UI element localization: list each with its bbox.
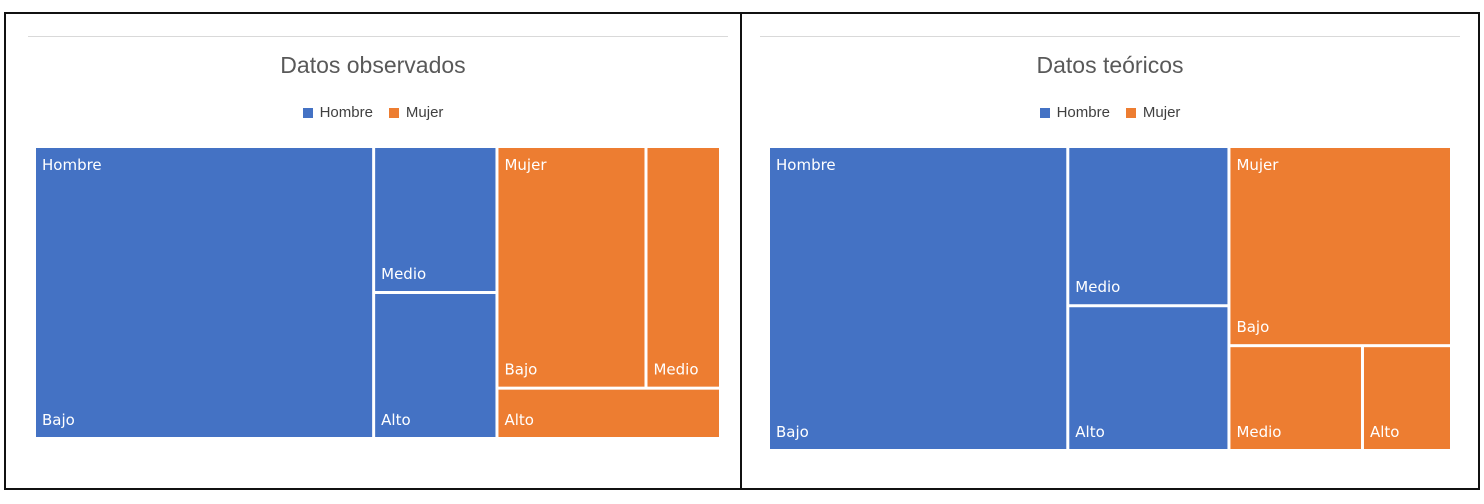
treemap-cell-hombre-alto bbox=[375, 294, 496, 437]
chart-panel-observados: Datos observados Hombre Mujer Bajo Hombre… bbox=[6, 14, 740, 488]
legend-swatch-hombre bbox=[1039, 107, 1050, 118]
treemap-label-hombre-bajo: Bajo bbox=[776, 423, 809, 441]
treemap-cell-hombre-medio bbox=[1069, 148, 1228, 305]
chart-area-top-border bbox=[760, 36, 1460, 37]
treemap-label-hombre-alto: Alto bbox=[1075, 423, 1105, 441]
treemap-group-label-mujer: Mujer bbox=[504, 156, 547, 174]
treemap-cell-mujer-alto bbox=[1363, 347, 1450, 449]
treemap-cell-mujer-medio bbox=[1230, 347, 1361, 449]
treemap-cell-mujer-bajo bbox=[498, 148, 645, 387]
legend-swatch-mujer bbox=[388, 107, 399, 118]
legend-swatch-hombre bbox=[302, 107, 313, 118]
treemap-label-mujer-bajo: Bajo bbox=[504, 361, 537, 379]
treemap-label-hombre-medio: Medio bbox=[1075, 278, 1120, 296]
treemap-label-mujer-alto: Alto bbox=[1370, 423, 1400, 441]
chart-panel-teoricos: Datos teóricos Hombre Mujer Bajo Hombre Me… bbox=[742, 14, 1478, 488]
treemap-group-label-hombre: Hombre bbox=[776, 156, 836, 174]
legend-swatch-mujer bbox=[1125, 107, 1136, 118]
chart-legend: Hombre Mujer bbox=[6, 104, 740, 121]
chart-title: Datos teóricos bbox=[1036, 52, 1184, 78]
legend-item-mujer: Mujer bbox=[388, 104, 444, 121]
treemap-label-mujer-bajo: Bajo bbox=[1236, 318, 1269, 336]
chart-title: Datos observados bbox=[280, 52, 466, 78]
treemap-observados: Bajo Hombre Medio Alto Bajo Mujer Medio Alto bbox=[36, 148, 719, 437]
treemap-cell-mujer-bajo bbox=[1230, 148, 1450, 345]
chart-area-top-border bbox=[28, 36, 728, 37]
treemap-cell-mujer-alto bbox=[498, 389, 719, 437]
treemap-cell-hombre-bajo bbox=[36, 148, 373, 437]
treemap-cell-hombre-bajo bbox=[770, 148, 1067, 449]
legend-item-hombre: Hombre bbox=[1039, 104, 1110, 121]
legend-label-mujer: Mujer bbox=[1142, 104, 1181, 121]
treemap-cell-mujer-medio bbox=[647, 148, 719, 387]
treemap-label-hombre-medio: Medio bbox=[381, 265, 426, 283]
treemap-label-mujer-medio: Medio bbox=[653, 361, 698, 379]
treemap-cell-hombre-alto bbox=[1069, 307, 1228, 449]
legend-label-hombre: Hombre bbox=[319, 104, 373, 121]
treemap-label-hombre-bajo: Bajo bbox=[42, 411, 75, 429]
treemap-label-hombre-alto: Alto bbox=[381, 411, 411, 429]
treemap-teoricos: Bajo Hombre Medio Alto Bajo Mujer Medio Alto bbox=[770, 148, 1450, 449]
legend-item-mujer: Mujer bbox=[1125, 104, 1181, 121]
treemap-cell-hombre-medio bbox=[375, 148, 496, 291]
legend-item-hombre: Hombre bbox=[302, 104, 373, 121]
legend-label-mujer: Mujer bbox=[405, 104, 444, 121]
chart-legend: Hombre Mujer bbox=[742, 104, 1478, 121]
treemap-group-label-mujer: Mujer bbox=[1236, 156, 1279, 174]
legend-label-hombre: Hombre bbox=[1056, 104, 1110, 121]
panel-divider bbox=[740, 12, 742, 490]
treemap-group-label-hombre: Hombre bbox=[42, 156, 102, 174]
treemap-label-mujer-alto: Alto bbox=[504, 411, 534, 429]
treemap-label-mujer-medio: Medio bbox=[1236, 423, 1281, 441]
